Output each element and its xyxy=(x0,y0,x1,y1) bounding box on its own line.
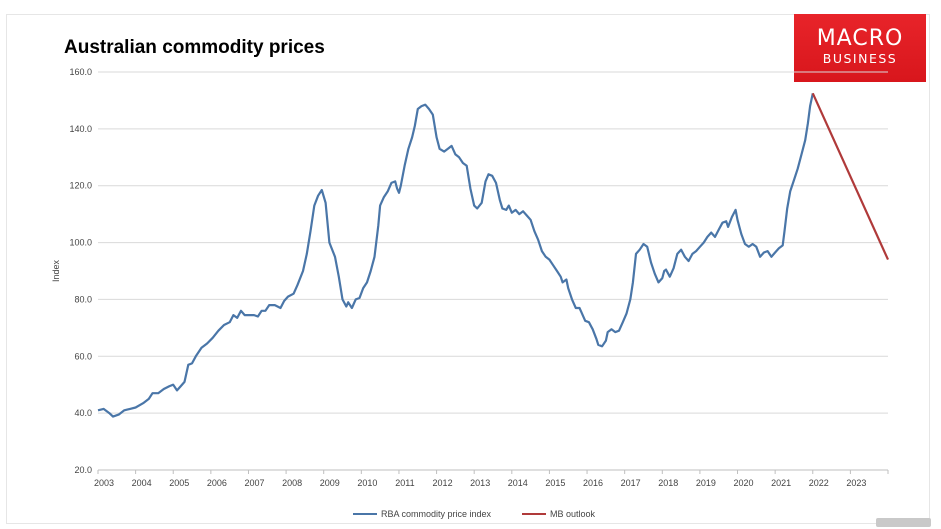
x-tick-label: 2006 xyxy=(207,478,227,488)
x-tick-label: 2016 xyxy=(583,478,603,488)
y-axis-label: Index xyxy=(51,259,61,282)
y-tick-label: 40.0 xyxy=(74,408,92,418)
x-tick-label: 2019 xyxy=(696,478,716,488)
series xyxy=(97,92,890,418)
x-tick-label: 2008 xyxy=(282,478,302,488)
y-tick-label: 100.0 xyxy=(69,238,92,248)
legend-label: MB outlook xyxy=(550,509,596,519)
gridlines xyxy=(98,71,888,414)
chart-title: Australian commodity prices xyxy=(64,37,325,58)
x-tick-label: 2007 xyxy=(244,478,264,488)
y-axis-ticks: 20.0 40.0 60.0 80.0 100.0 120.0 140.0 160.0 xyxy=(69,67,92,475)
y-tick-label: 60.0 xyxy=(74,351,92,361)
y-tick-label: 120.0 xyxy=(69,181,92,191)
x-tick-label: 2009 xyxy=(320,478,340,488)
x-tick-label: 2018 xyxy=(658,478,678,488)
x-tick-label: 2013 xyxy=(470,478,490,488)
y-tick-label: 160.0 xyxy=(69,67,92,77)
logo-line-business: BUSINESS xyxy=(822,51,898,66)
x-tick-label: 2011 xyxy=(395,478,414,488)
x-tick-label: 2004 xyxy=(132,478,152,488)
legend: RBA commodity price index MB outlook xyxy=(353,509,596,519)
series-mb-outlook xyxy=(811,92,890,261)
macro-business-logo: MACRO BUSINESS xyxy=(794,14,926,82)
x-tick-label: 2003 xyxy=(94,478,114,488)
logo-line-macro: MACRO xyxy=(816,26,904,51)
y-tick-label: 20.0 xyxy=(74,465,92,475)
y-tick-label: 80.0 xyxy=(74,294,92,304)
bottom-edge-artifact xyxy=(876,518,931,527)
x-tick-label: 2021 xyxy=(771,478,791,488)
x-tick-label: 2005 xyxy=(169,478,189,488)
legend-label: RBA commodity price index xyxy=(381,509,492,519)
x-tick-label: 2017 xyxy=(621,478,641,488)
series-rba-commodity-price-index xyxy=(97,93,814,418)
x-tick-label: 2010 xyxy=(357,478,377,488)
x-tick-label: 2014 xyxy=(508,478,528,488)
x-tick-label: 2023 xyxy=(846,478,866,488)
x-tick-label: 2020 xyxy=(734,478,754,488)
chart-frame xyxy=(6,14,930,524)
x-axis-ticks: 2003 2004 2005 2006 2007 2008 2009 2010 2011 2012… xyxy=(94,470,889,488)
x-tick-label: 2022 xyxy=(809,478,829,488)
y-tick-label: 140.0 xyxy=(69,124,92,134)
x-tick-label: 2015 xyxy=(545,478,565,488)
x-tick-label: 2012 xyxy=(433,478,453,488)
